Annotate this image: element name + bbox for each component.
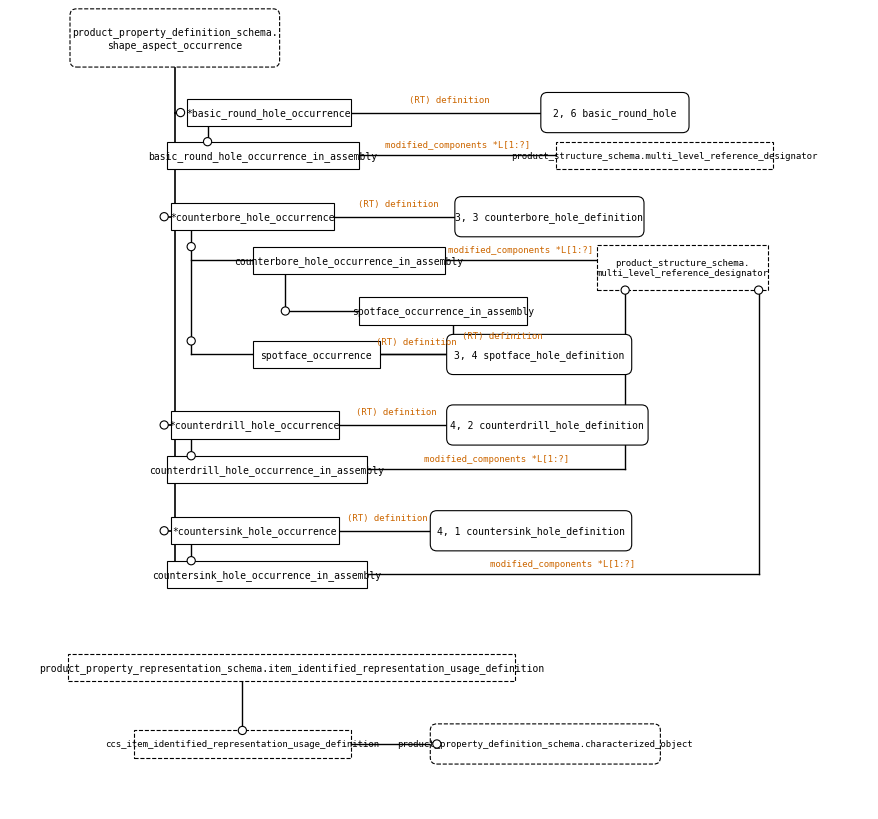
FancyBboxPatch shape <box>446 405 647 446</box>
Text: (RT) definition: (RT) definition <box>408 96 489 105</box>
FancyBboxPatch shape <box>454 197 644 238</box>
Circle shape <box>432 740 441 749</box>
Text: *counterbore_hole_occurrence: *counterbore_hole_occurrence <box>170 212 335 223</box>
FancyBboxPatch shape <box>540 93 688 133</box>
FancyBboxPatch shape <box>555 143 772 170</box>
Text: *countersink_hole_occurrence: *countersink_hole_occurrence <box>172 526 336 536</box>
Text: product_structure_schema.multi_level_reference_designator: product_structure_schema.multi_level_ref… <box>510 152 817 161</box>
Text: product_property_definition_schema.
shape_aspect_occurrence: product_property_definition_schema. shap… <box>72 27 277 51</box>
Text: countersink_hole_occurrence_in_assembly: countersink_hole_occurrence_in_assembly <box>152 569 381 580</box>
Text: spotface_occurrence_in_assembly: spotface_occurrence_in_assembly <box>351 306 534 317</box>
Circle shape <box>753 287 762 295</box>
Circle shape <box>203 138 212 147</box>
Circle shape <box>160 214 168 222</box>
FancyBboxPatch shape <box>252 247 444 274</box>
Text: product_property_definition_schema.characterized_object: product_property_definition_schema.chara… <box>397 740 693 749</box>
Text: modified_components *L[1:?]: modified_components *L[1:?] <box>385 141 529 150</box>
Text: (RT) definition: (RT) definition <box>357 200 438 209</box>
Circle shape <box>176 110 184 118</box>
FancyBboxPatch shape <box>167 456 367 483</box>
FancyBboxPatch shape <box>358 298 526 325</box>
FancyBboxPatch shape <box>133 731 350 758</box>
FancyBboxPatch shape <box>68 654 514 681</box>
Text: 3, 4 spotface_hole_definition: 3, 4 spotface_hole_definition <box>453 350 623 360</box>
Text: modified_components *L[1:?]: modified_components *L[1:?] <box>448 246 593 255</box>
FancyBboxPatch shape <box>187 100 350 127</box>
Circle shape <box>160 527 168 536</box>
Circle shape <box>187 557 195 565</box>
Text: (RT) definition: (RT) definition <box>347 514 428 523</box>
FancyBboxPatch shape <box>70 10 279 68</box>
Text: counterdrill_hole_occurrence_in_assembly: counterdrill_hole_occurrence_in_assembly <box>149 464 384 475</box>
Text: modified_components *L[1:?]: modified_components *L[1:?] <box>490 559 635 568</box>
Text: product_property_representation_schema.item_identified_representation_usage_defi: product_property_representation_schema.i… <box>39 663 543 673</box>
Circle shape <box>621 287 629 295</box>
Text: 2, 6 basic_round_hole: 2, 6 basic_round_hole <box>552 108 676 119</box>
FancyBboxPatch shape <box>170 204 335 231</box>
Text: 4, 2 counterdrill_hole_definition: 4, 2 counterdrill_hole_definition <box>450 420 644 431</box>
Text: (RT) definition: (RT) definition <box>462 332 542 340</box>
Circle shape <box>281 307 289 316</box>
Text: product_structure_schema.
multi_level_reference_designator: product_structure_schema. multi_level_re… <box>596 259 767 278</box>
FancyBboxPatch shape <box>430 511 631 551</box>
FancyBboxPatch shape <box>167 143 358 170</box>
Text: *counterdrill_hole_occurrence: *counterdrill_hole_occurrence <box>169 420 340 431</box>
FancyBboxPatch shape <box>446 335 631 375</box>
Circle shape <box>238 726 246 735</box>
Text: counterbore_hole_occurrence_in_assembly: counterbore_hole_occurrence_in_assembly <box>234 256 463 266</box>
FancyBboxPatch shape <box>170 518 338 545</box>
FancyBboxPatch shape <box>430 724 659 764</box>
Text: (RT) definition: (RT) definition <box>356 408 435 417</box>
Text: 3, 3 counterbore_hole_definition: 3, 3 counterbore_hole_definition <box>455 212 643 223</box>
Text: modified_components *L[1:?]: modified_components *L[1:?] <box>423 455 568 464</box>
Circle shape <box>187 452 195 460</box>
Text: 4, 1 countersink_hole_definition: 4, 1 countersink_hole_definition <box>436 526 624 536</box>
FancyBboxPatch shape <box>170 412 338 439</box>
Text: (RT) definition: (RT) definition <box>376 337 457 346</box>
Circle shape <box>187 337 195 346</box>
FancyBboxPatch shape <box>252 342 379 369</box>
FancyBboxPatch shape <box>596 246 767 291</box>
Text: ccs_item_identified_representation_usage_definition: ccs_item_identified_representation_usage… <box>105 740 379 749</box>
Circle shape <box>187 243 195 251</box>
Text: basic_round_hole_occurrence_in_assembly: basic_round_hole_occurrence_in_assembly <box>148 151 377 161</box>
FancyBboxPatch shape <box>167 561 367 588</box>
Text: *basic_round_hole_occurrence: *basic_round_hole_occurrence <box>186 108 351 119</box>
Circle shape <box>160 421 168 429</box>
Text: spotface_occurrence: spotface_occurrence <box>260 350 371 360</box>
